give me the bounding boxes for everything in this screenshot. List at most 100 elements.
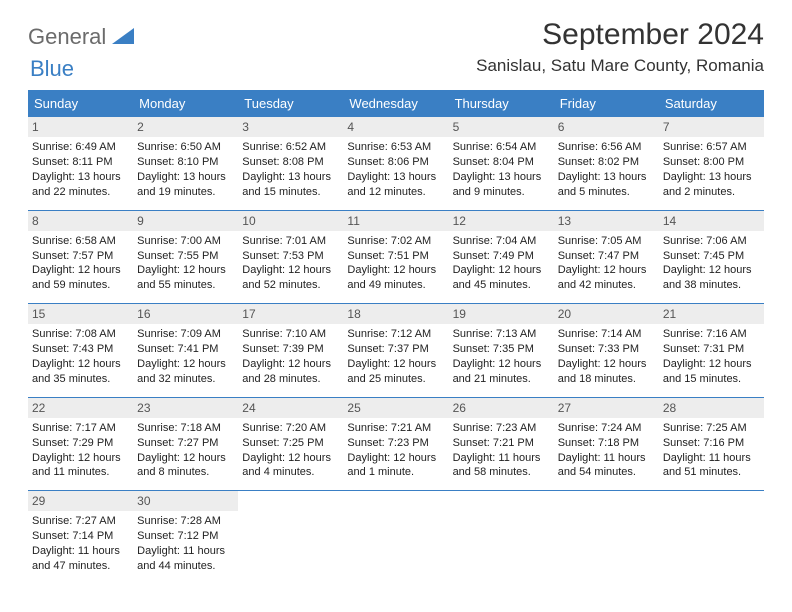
- daylight-text: and 44 minutes.: [137, 559, 234, 574]
- daylight-text: Daylight: 12 hours: [558, 357, 655, 372]
- day-number: 5: [449, 117, 554, 137]
- calendar-grid: SundayMondayTuesdayWednesdayThursdayFrid…: [28, 90, 764, 584]
- calendar-cell: 1 Sunrise: 6:49 AMSunset: 8:11 PMDaylight…: [28, 116, 133, 210]
- daylight-text: Daylight: 12 hours: [137, 357, 234, 372]
- daylight-text: and 21 minutes.: [453, 372, 550, 387]
- day-number: 16: [133, 304, 238, 324]
- daylight-text: Daylight: 12 hours: [137, 451, 234, 466]
- calendar-cell: 5Sunrise: 6:54 AMSunset: 8:04 PMDaylight…: [449, 116, 554, 210]
- daylight-text: Daylight: 13 hours: [558, 170, 655, 185]
- sunset-text: Sunset: 8:00 PM: [663, 155, 760, 170]
- day-header: Sunday: [28, 91, 133, 116]
- calendar-cell: 13Sunrise: 7:05 AMSunset: 7:47 PMDayligh…: [554, 210, 659, 304]
- sunset-text: Sunset: 7:12 PM: [137, 529, 234, 544]
- daylight-text: Daylight: 13 hours: [453, 170, 550, 185]
- daylight-text: and 32 minutes.: [137, 372, 234, 387]
- day-number: 9: [133, 211, 238, 231]
- location-text: Sanislau, Satu Mare County, Romania: [476, 56, 764, 76]
- calendar-cell: 27Sunrise: 7:24 AMSunset: 7:18 PMDayligh…: [554, 397, 659, 491]
- sunrise-text: Sunrise: 6:54 AM: [453, 140, 550, 155]
- daylight-text: and 15 minutes.: [242, 185, 339, 200]
- sunrise-text: Sunrise: 7:20 AM: [242, 421, 339, 436]
- sunset-text: Sunset: 7:39 PM: [242, 342, 339, 357]
- sunrise-text: Sunrise: 6:52 AM: [242, 140, 339, 155]
- daylight-text: Daylight: 12 hours: [242, 263, 339, 278]
- calendar-cell-empty: [554, 490, 659, 584]
- sunrise-text: Sunrise: 6:58 AM: [32, 234, 129, 249]
- calendar-cell: 12Sunrise: 7:04 AMSunset: 7:49 PMDayligh…: [449, 210, 554, 304]
- day-number: 19: [449, 304, 554, 324]
- calendar-cell-empty: [238, 490, 343, 584]
- calendar-cell: 10Sunrise: 7:01 AMSunset: 7:53 PMDayligh…: [238, 210, 343, 304]
- daylight-text: and 49 minutes.: [347, 278, 444, 293]
- daylight-text: Daylight: 12 hours: [137, 263, 234, 278]
- daylight-text: Daylight: 12 hours: [558, 263, 655, 278]
- daylight-text: and 15 minutes.: [663, 372, 760, 387]
- daylight-text: Daylight: 11 hours: [558, 451, 655, 466]
- day-header: Friday: [554, 91, 659, 116]
- calendar-cell: 20Sunrise: 7:14 AMSunset: 7:33 PMDayligh…: [554, 303, 659, 397]
- logo-text-general: General: [28, 24, 106, 50]
- day-number: 28: [659, 398, 764, 418]
- daylight-text: Daylight: 13 hours: [32, 170, 129, 185]
- sunrise-text: Sunrise: 6:57 AM: [663, 140, 760, 155]
- day-number: 1: [28, 117, 133, 137]
- sunset-text: Sunset: 7:45 PM: [663, 249, 760, 264]
- daylight-text: and 9 minutes.: [453, 185, 550, 200]
- daylight-text: Daylight: 12 hours: [663, 263, 760, 278]
- sunrise-text: Sunrise: 7:24 AM: [558, 421, 655, 436]
- daylight-text: Daylight: 12 hours: [453, 263, 550, 278]
- daylight-text: Daylight: 11 hours: [137, 544, 234, 559]
- logo-triangle-icon: [112, 26, 134, 49]
- sunrise-text: Sunrise: 7:06 AM: [663, 234, 760, 249]
- sunset-text: Sunset: 7:49 PM: [453, 249, 550, 264]
- daylight-text: and 22 minutes.: [32, 185, 129, 200]
- daylight-text: and 58 minutes.: [453, 465, 550, 480]
- sunrise-text: Sunrise: 7:02 AM: [347, 234, 444, 249]
- sunrise-text: Sunrise: 6:49 AM: [32, 140, 129, 155]
- daylight-text: and 55 minutes.: [137, 278, 234, 293]
- calendar-cell: 14Sunrise: 7:06 AMSunset: 7:45 PMDayligh…: [659, 210, 764, 304]
- calendar-cell: 23Sunrise: 7:18 AMSunset: 7:27 PMDayligh…: [133, 397, 238, 491]
- daylight-text: and 35 minutes.: [32, 372, 129, 387]
- sunset-text: Sunset: 7:47 PM: [558, 249, 655, 264]
- calendar-cell: 8Sunrise: 6:58 AMSunset: 7:57 PMDaylight…: [28, 210, 133, 304]
- sunset-text: Sunset: 8:10 PM: [137, 155, 234, 170]
- calendar-cell: 22Sunrise: 7:17 AMSunset: 7:29 PMDayligh…: [28, 397, 133, 491]
- daylight-text: and 18 minutes.: [558, 372, 655, 387]
- calendar-cell: 25Sunrise: 7:21 AMSunset: 7:23 PMDayligh…: [343, 397, 448, 491]
- day-number: 18: [343, 304, 448, 324]
- daylight-text: Daylight: 12 hours: [32, 263, 129, 278]
- day-header: Saturday: [659, 91, 764, 116]
- daylight-text: and 28 minutes.: [242, 372, 339, 387]
- daylight-text: and 12 minutes.: [347, 185, 444, 200]
- sunset-text: Sunset: 7:31 PM: [663, 342, 760, 357]
- day-header: Wednesday: [343, 91, 448, 116]
- daylight-text: Daylight: 11 hours: [32, 544, 129, 559]
- day-number: 17: [238, 304, 343, 324]
- daylight-text: Daylight: 11 hours: [453, 451, 550, 466]
- sunset-text: Sunset: 8:11 PM: [32, 155, 129, 170]
- daylight-text: and 45 minutes.: [453, 278, 550, 293]
- day-number: 30: [133, 491, 238, 511]
- daylight-text: and 8 minutes.: [137, 465, 234, 480]
- calendar-cell: 28Sunrise: 7:25 AMSunset: 7:16 PMDayligh…: [659, 397, 764, 491]
- daylight-text: Daylight: 12 hours: [32, 451, 129, 466]
- daylight-text: Daylight: 12 hours: [347, 357, 444, 372]
- sunset-text: Sunset: 7:21 PM: [453, 436, 550, 451]
- sunset-text: Sunset: 8:02 PM: [558, 155, 655, 170]
- calendar-cell: 11Sunrise: 7:02 AMSunset: 7:51 PMDayligh…: [343, 210, 448, 304]
- sunset-text: Sunset: 8:06 PM: [347, 155, 444, 170]
- sunrise-text: Sunrise: 7:28 AM: [137, 514, 234, 529]
- sunset-text: Sunset: 7:35 PM: [453, 342, 550, 357]
- sunset-text: Sunset: 7:14 PM: [32, 529, 129, 544]
- day-number: 6: [554, 117, 659, 137]
- day-number: 22: [28, 398, 133, 418]
- sunset-text: Sunset: 7:29 PM: [32, 436, 129, 451]
- calendar-cell: 7Sunrise: 6:57 AMSunset: 8:00 PMDaylight…: [659, 116, 764, 210]
- day-number: 2: [133, 117, 238, 137]
- day-number: 15: [28, 304, 133, 324]
- sunset-text: Sunset: 7:18 PM: [558, 436, 655, 451]
- day-number: 10: [238, 211, 343, 231]
- logo-text-blue: Blue: [30, 56, 74, 81]
